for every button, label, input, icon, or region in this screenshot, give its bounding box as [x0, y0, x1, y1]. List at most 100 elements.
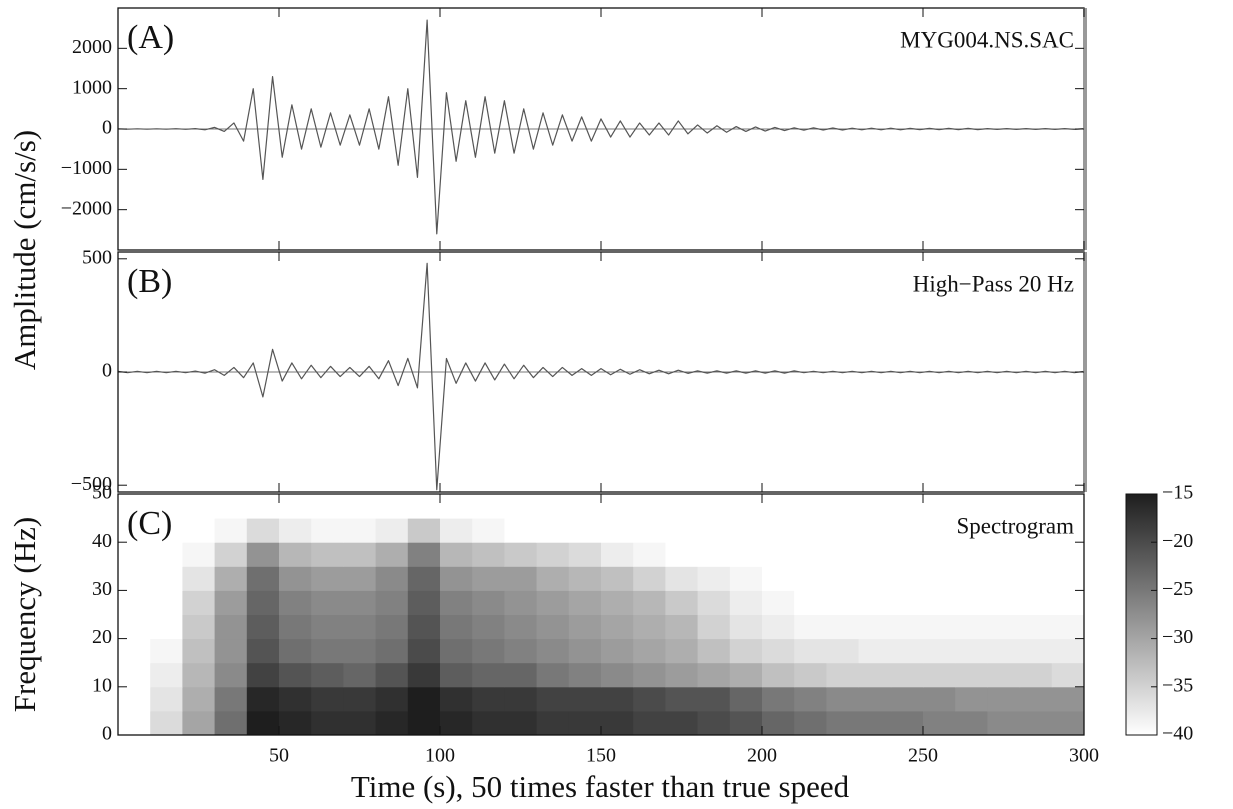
- spectrogram-cell: [440, 566, 473, 591]
- spectrogram-cell: [729, 638, 763, 664]
- spectrogram-cell: [987, 686, 1021, 712]
- spectrogram-cell: [343, 710, 377, 736]
- spectrogram-cell: [311, 494, 344, 519]
- x-tick-label: 250: [908, 745, 938, 767]
- spectrogram-cell: [794, 590, 827, 615]
- spectrogram-cell: [375, 494, 409, 519]
- spectrogram-cell: [665, 710, 699, 736]
- spectrogram-cell: [1019, 710, 1053, 736]
- spectrogram-cell: [762, 686, 795, 712]
- spectrogram-cell: [665, 686, 699, 712]
- panel-label: (A): [127, 19, 174, 56]
- spectrogram-cell: [343, 494, 377, 519]
- y-tick-label: 1000: [72, 76, 112, 98]
- spectrogram-cell: [858, 710, 892, 736]
- spectrogram-cell: [375, 614, 409, 640]
- spectrogram-cell: [1019, 686, 1053, 712]
- spectrogram-cell: [665, 494, 699, 519]
- spectrogram-cell: [472, 662, 505, 688]
- spectrogram-cell: [729, 710, 763, 736]
- spectrogram-cell: [407, 566, 441, 591]
- spectrogram-cell: [923, 494, 956, 519]
- spectrogram-cell: [343, 566, 377, 591]
- y-axis-label: Amplitude (cm/s/s): [7, 130, 42, 370]
- spectrogram-cell: [472, 518, 505, 543]
- spectrogram-cell: [665, 614, 699, 640]
- spectrogram-cell: [150, 518, 183, 543]
- spectrogram-cell: [697, 590, 731, 615]
- spectrogram-cell: [729, 686, 763, 712]
- y-tick-label: 50: [92, 482, 112, 504]
- spectrogram-cell: [472, 494, 505, 519]
- spectrogram-cell: [182, 542, 216, 567]
- spectrogram-cell: [182, 662, 216, 688]
- spectrogram-cell: [665, 566, 699, 591]
- panel-annotation: MYG004.NS.SAC: [900, 27, 1074, 52]
- spectrogram-cell: [729, 542, 763, 567]
- spectrogram-cell: [987, 710, 1021, 736]
- spectrogram-cell: [472, 710, 505, 736]
- spectrogram-cell: [955, 566, 988, 591]
- spectrogram-cell: [987, 590, 1021, 615]
- y-tick-label: 30: [92, 578, 112, 600]
- spectrogram-cell: [729, 518, 763, 543]
- spectrogram-cell: [794, 614, 827, 640]
- spectrogram-cell: [504, 494, 538, 519]
- spectrogram-cell: [214, 638, 248, 664]
- spectrogram-cell: [762, 590, 795, 615]
- spectrogram-cell: [311, 566, 344, 591]
- spectrogram-cell: [279, 494, 312, 519]
- spectrogram-cell: [633, 638, 666, 664]
- spectrogram-cell: [279, 710, 312, 736]
- spectrogram-cell: [472, 542, 505, 567]
- spectrogram-cell: [279, 590, 312, 615]
- spectrogram-cell: [923, 638, 956, 664]
- panel-label: (B): [127, 263, 172, 300]
- spectrogram-cell: [633, 494, 666, 519]
- spectrogram-cell: [794, 542, 827, 567]
- spectrogram-cell: [182, 638, 216, 664]
- spectrogram-cell: [214, 518, 248, 543]
- spectrogram-cell: [601, 710, 634, 736]
- spectrogram-cell: [568, 638, 602, 664]
- spectrogram-cell: [665, 590, 699, 615]
- spectrogram-cell: [568, 542, 602, 567]
- spectrogram-cell: [407, 686, 441, 712]
- spectrogram-cell: [343, 542, 377, 567]
- spectrogram-cell: [375, 710, 409, 736]
- spectrogram-cell: [923, 686, 956, 712]
- spectrogram-cell: [987, 638, 1021, 664]
- y-tick-label: 500: [82, 246, 112, 268]
- spectrogram-cell: [665, 518, 699, 543]
- spectrogram-cell: [407, 542, 441, 567]
- spectrogram-cell: [375, 638, 409, 664]
- spectrogram-cell: [407, 518, 441, 543]
- spectrogram-cell: [536, 542, 570, 567]
- spectrogram-cell: [955, 518, 988, 543]
- spectrogram-cell: [826, 662, 860, 688]
- spectrogram-cell: [601, 638, 634, 664]
- spectrogram-cell: [601, 518, 634, 543]
- spectrogram-cell: [858, 590, 892, 615]
- spectrogram-cell: [118, 518, 151, 543]
- spectrogram-cell: [118, 590, 151, 615]
- colorbar-tick-label: −25: [1162, 578, 1193, 600]
- spectrogram-cell: [762, 566, 795, 591]
- spectrogram-cell: [150, 662, 183, 688]
- spectrogram-cell: [407, 494, 441, 519]
- spectrogram-cell: [536, 494, 570, 519]
- spectrogram-cell: [118, 614, 151, 640]
- spectrogram-cell: [762, 638, 795, 664]
- spectrogram-cell: [504, 518, 538, 543]
- spectrogram-cell: [440, 638, 473, 664]
- spectrogram-cell: [375, 662, 409, 688]
- spectrogram-cell: [311, 614, 344, 640]
- spectrogram-cell: [150, 614, 183, 640]
- spectrogram-cell: [858, 638, 892, 664]
- spectrogram-cell: [601, 542, 634, 567]
- spectrogram-cell: [568, 686, 602, 712]
- spectrogram-cell: [214, 494, 248, 519]
- spectrogram-cell: [407, 614, 441, 640]
- spectrogram-cell: [826, 590, 860, 615]
